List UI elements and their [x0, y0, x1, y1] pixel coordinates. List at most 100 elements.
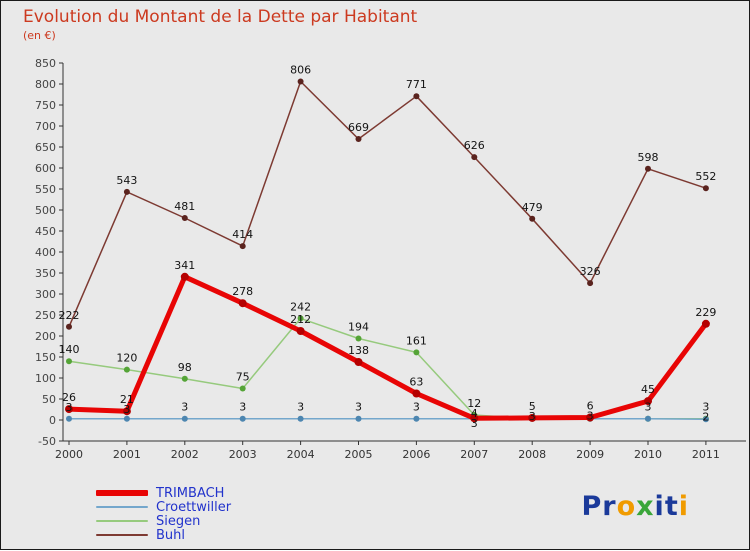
svg-text:200: 200 [35, 330, 56, 343]
legend-item-croettwiller: Croettwiller [96, 500, 231, 514]
svg-text:0: 0 [49, 414, 56, 427]
legend-label: Buhl [156, 527, 186, 543]
svg-text:414: 414 [232, 228, 253, 241]
svg-text:3: 3 [702, 401, 709, 414]
svg-text:278: 278 [232, 285, 253, 298]
logo-letter: i [678, 491, 689, 522]
svg-text:2004: 2004 [287, 448, 315, 461]
svg-text:75: 75 [236, 371, 250, 384]
svg-text:3: 3 [123, 403, 130, 416]
svg-text:229: 229 [695, 306, 716, 319]
legend-label: TRIMBACH [156, 485, 225, 501]
svg-text:481: 481 [174, 200, 195, 213]
svg-text:2008: 2008 [518, 448, 546, 461]
svg-text:100: 100 [35, 372, 56, 385]
svg-text:2006: 2006 [402, 448, 430, 461]
svg-text:3: 3 [181, 401, 188, 414]
svg-text:341: 341 [174, 259, 195, 272]
svg-text:98: 98 [178, 361, 192, 374]
chart-legend: TRIMBACH Croettwiller Siegen Buhl [96, 486, 231, 542]
svg-text:3: 3 [529, 410, 536, 423]
svg-text:150: 150 [35, 351, 56, 364]
svg-text:6: 6 [587, 400, 594, 413]
svg-text:2003: 2003 [229, 448, 257, 461]
svg-text:250: 250 [35, 309, 56, 322]
logo-letter: P [581, 491, 603, 522]
svg-text:50: 50 [42, 393, 56, 406]
logo-letter: o [616, 491, 637, 522]
svg-text:26: 26 [62, 391, 76, 404]
svg-text:806: 806 [290, 64, 311, 77]
svg-text:2001: 2001 [113, 448, 141, 461]
svg-text:2005: 2005 [345, 448, 373, 461]
svg-text:3: 3 [239, 401, 246, 414]
svg-text:326: 326 [580, 265, 601, 278]
svg-text:5: 5 [529, 400, 536, 413]
svg-text:2011: 2011 [692, 448, 720, 461]
svg-text:4: 4 [471, 407, 478, 420]
svg-text:161: 161 [406, 334, 427, 347]
legend-label: Croettwiller [156, 499, 232, 515]
svg-text:212: 212 [290, 313, 311, 326]
svg-text:2: 2 [702, 411, 709, 424]
logo-letter: t [664, 491, 679, 522]
svg-text:479: 479 [522, 201, 543, 214]
legend-item-trimbach: TRIMBACH [96, 486, 231, 500]
logo-letter: r [602, 491, 617, 522]
svg-text:-50: -50 [38, 435, 56, 448]
logo-letter: x [636, 491, 655, 522]
svg-text:626: 626 [464, 139, 485, 152]
svg-text:3: 3 [645, 401, 652, 414]
svg-text:552: 552 [695, 170, 716, 183]
svg-text:3: 3 [297, 401, 304, 414]
svg-text:12: 12 [467, 397, 481, 410]
svg-text:3: 3 [66, 401, 73, 414]
svg-text:140: 140 [59, 343, 80, 356]
svg-text:2010: 2010 [634, 448, 662, 461]
svg-text:550: 550 [35, 183, 56, 196]
svg-text:771: 771 [406, 78, 427, 91]
svg-text:45: 45 [641, 383, 655, 396]
legend-swatch [96, 506, 148, 508]
svg-text:3: 3 [587, 410, 594, 423]
svg-text:2009: 2009 [576, 448, 604, 461]
svg-text:242: 242 [290, 300, 311, 313]
legend-label: Siegen [156, 513, 201, 529]
svg-text:138: 138 [348, 344, 369, 357]
svg-text:543: 543 [116, 174, 137, 187]
title-block: Evolution du Montant de la Dette par Hab… [23, 7, 417, 42]
chart-title: Evolution du Montant de la Dette par Hab… [23, 7, 418, 27]
legend-swatch [96, 534, 148, 536]
logo-letter: i [654, 491, 665, 522]
svg-text:700: 700 [35, 120, 56, 133]
svg-text:3: 3 [413, 401, 420, 414]
svg-text:3: 3 [471, 417, 478, 430]
legend-item-buhl: Buhl [96, 528, 231, 542]
chart-subtitle: (en €) [23, 29, 56, 42]
svg-text:650: 650 [35, 141, 56, 154]
svg-text:450: 450 [35, 225, 56, 238]
legend-swatch [96, 520, 148, 522]
svg-text:750: 750 [35, 99, 56, 112]
svg-text:2007: 2007 [460, 448, 488, 461]
svg-text:400: 400 [35, 246, 56, 259]
svg-text:600: 600 [35, 162, 56, 175]
svg-text:2000: 2000 [55, 448, 83, 461]
svg-text:350: 350 [35, 267, 56, 280]
svg-text:598: 598 [638, 151, 659, 164]
legend-swatch [96, 490, 148, 496]
svg-text:194: 194 [348, 321, 369, 334]
svg-text:63: 63 [409, 376, 423, 389]
svg-text:850: 850 [35, 57, 56, 70]
proxiti-logo: Proxiti [581, 491, 689, 522]
svg-text:3: 3 [355, 401, 362, 414]
legend-item-siegen: Siegen [96, 514, 231, 528]
svg-text:500: 500 [35, 204, 56, 217]
svg-text:669: 669 [348, 121, 369, 134]
svg-text:800: 800 [35, 78, 56, 91]
svg-text:222: 222 [59, 309, 80, 322]
svg-text:300: 300 [35, 288, 56, 301]
svg-text:2002: 2002 [171, 448, 199, 461]
